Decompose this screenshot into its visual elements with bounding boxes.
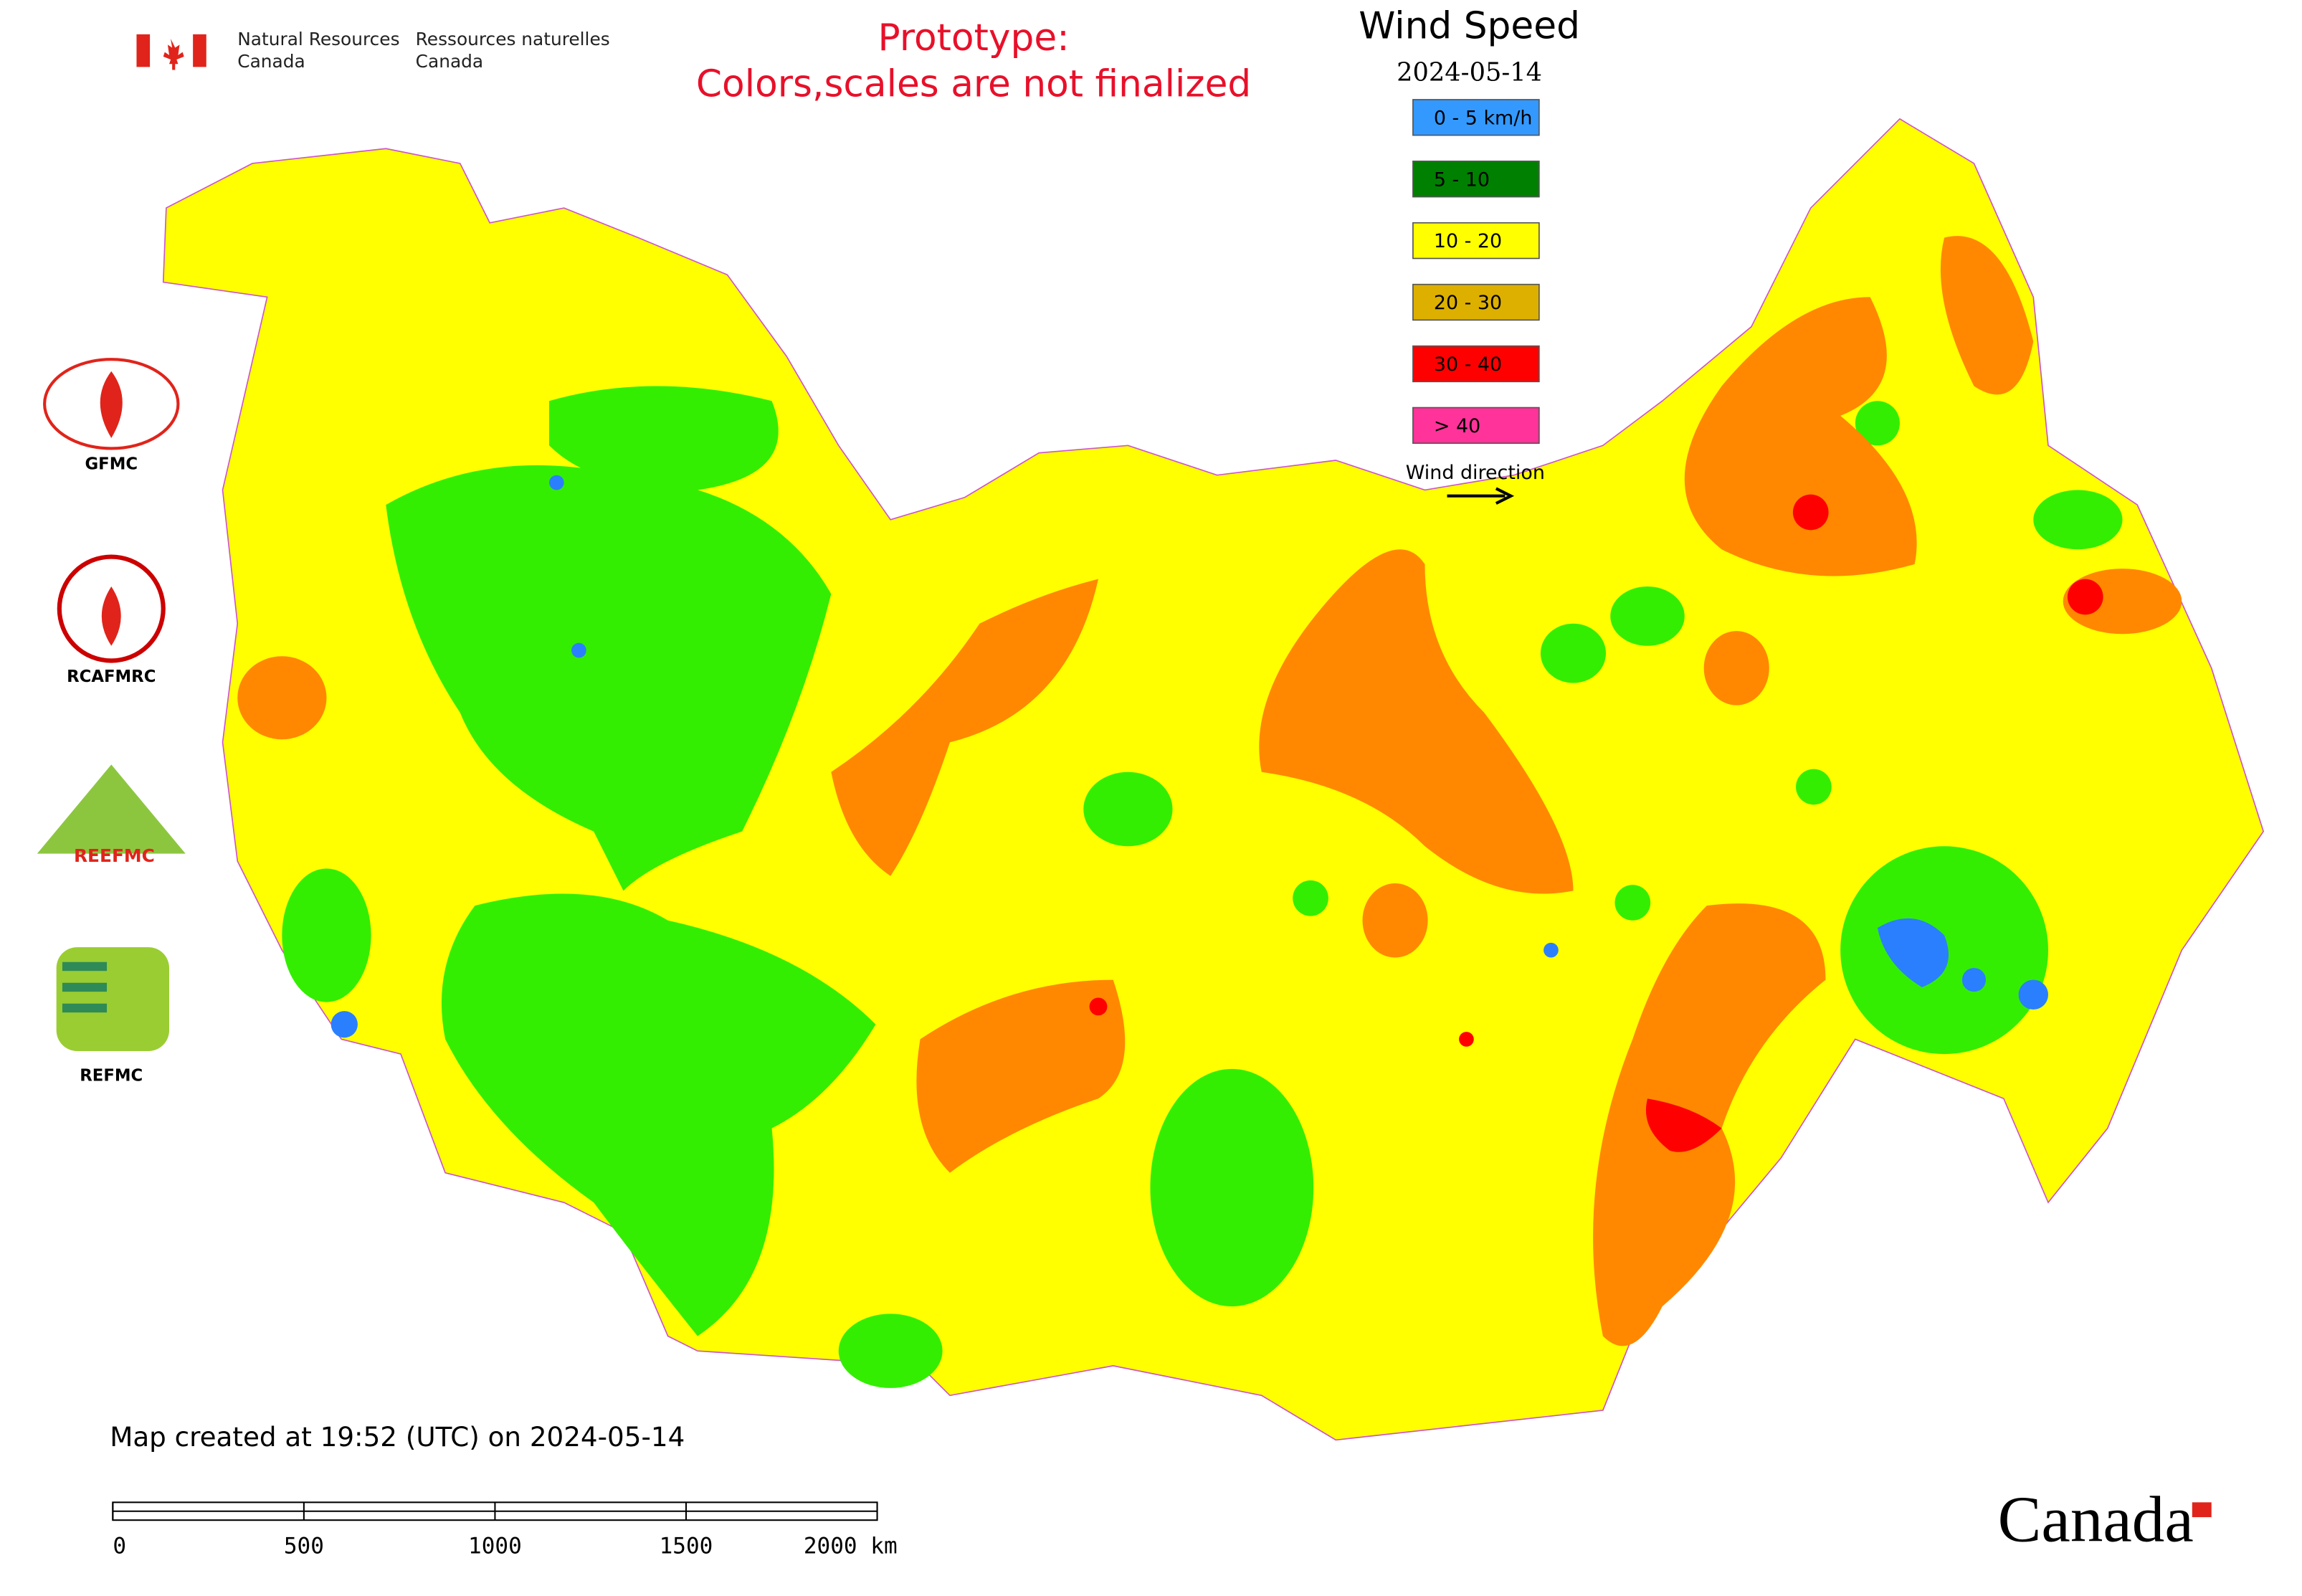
legend-label: 20 - 30: [1434, 292, 1502, 314]
legend-swatch: [1412, 161, 1540, 198]
legend: 0 - 5 km/h 5 - 10 10 - 20 20 - 30 30 - 40 > 4…: [1412, 99, 1540, 445]
zone-green: [282, 386, 2123, 1388]
logo-refmc: [56, 947, 170, 1051]
flag-bar: [193, 34, 206, 67]
wind-direction-label: Wind direction: [1406, 462, 1545, 484]
logo-gfmc: [43, 358, 180, 450]
org-name: Canada: [237, 51, 305, 72]
logo-label: REEFMC: [74, 845, 155, 866]
org-name: Canada: [416, 51, 483, 72]
canada-wordmark: Canada: [1998, 1483, 2194, 1555]
legend-swatch: [1412, 222, 1540, 260]
legend-title: Wind Speed: [1359, 5, 1580, 48]
zone-blue: [330, 475, 2048, 1038]
nrcan-signature: Natural Resources Canada Ressources natu…: [136, 29, 610, 72]
scale-label: 500: [284, 1533, 324, 1559]
logo-flame: [101, 586, 121, 646]
scale-bar: 0 500 1000 1500 2000 km: [112, 1501, 898, 1559]
org-name: Ressources naturelles: [416, 29, 610, 49]
legend-swatch: [1412, 283, 1540, 321]
legend-swatch: [1412, 407, 1540, 445]
maple-leaf: [163, 39, 184, 70]
legend-swatch: [1412, 345, 1540, 383]
logo-stripe: [62, 961, 108, 972]
logo-stripe: [62, 1003, 108, 1013]
scale-label: 2000 km: [804, 1533, 898, 1559]
legend-label: > 40: [1434, 415, 1480, 437]
prototype-notice: Colors,scales are not finalized: [696, 62, 1251, 105]
legend-date: 2024-05-14: [1397, 58, 1542, 87]
wind-map: [162, 118, 2265, 1441]
legend-label: 10 - 20: [1434, 230, 1502, 252]
legend-label: 5 - 10: [1434, 168, 1490, 191]
logo-label: REFMC: [80, 1067, 143, 1086]
prototype-notice: Prototype:: [878, 16, 1070, 60]
logo-rcafmrc: [57, 554, 166, 663]
logo-label: GFMC: [85, 455, 138, 474]
created-note: Map created at 19:52 (UTC) on 2024-05-14: [110, 1421, 685, 1453]
scale-label: 0: [113, 1533, 126, 1559]
zone-red: [1089, 494, 2103, 1152]
logo-label: RCAFMRC: [67, 668, 156, 686]
logo-stripe: [62, 982, 108, 992]
wordmark-flag: [2192, 1502, 2212, 1518]
logo-flame: [100, 371, 123, 438]
legend-label: 0 - 5 km/h: [1434, 107, 1533, 129]
wind-arrow: [1447, 487, 1515, 505]
logo-reefmc: [37, 764, 186, 854]
legend-swatch: [1412, 99, 1540, 136]
flag-bar: [136, 34, 151, 67]
scale-label: 1500: [660, 1533, 713, 1559]
logos: GFMC RCAFMRC REEFMC REFMC: [37, 358, 186, 1086]
legend-label: 30 - 40: [1434, 353, 1502, 376]
org-name: Natural Resources: [237, 29, 399, 49]
scale-label: 1000: [468, 1533, 522, 1559]
